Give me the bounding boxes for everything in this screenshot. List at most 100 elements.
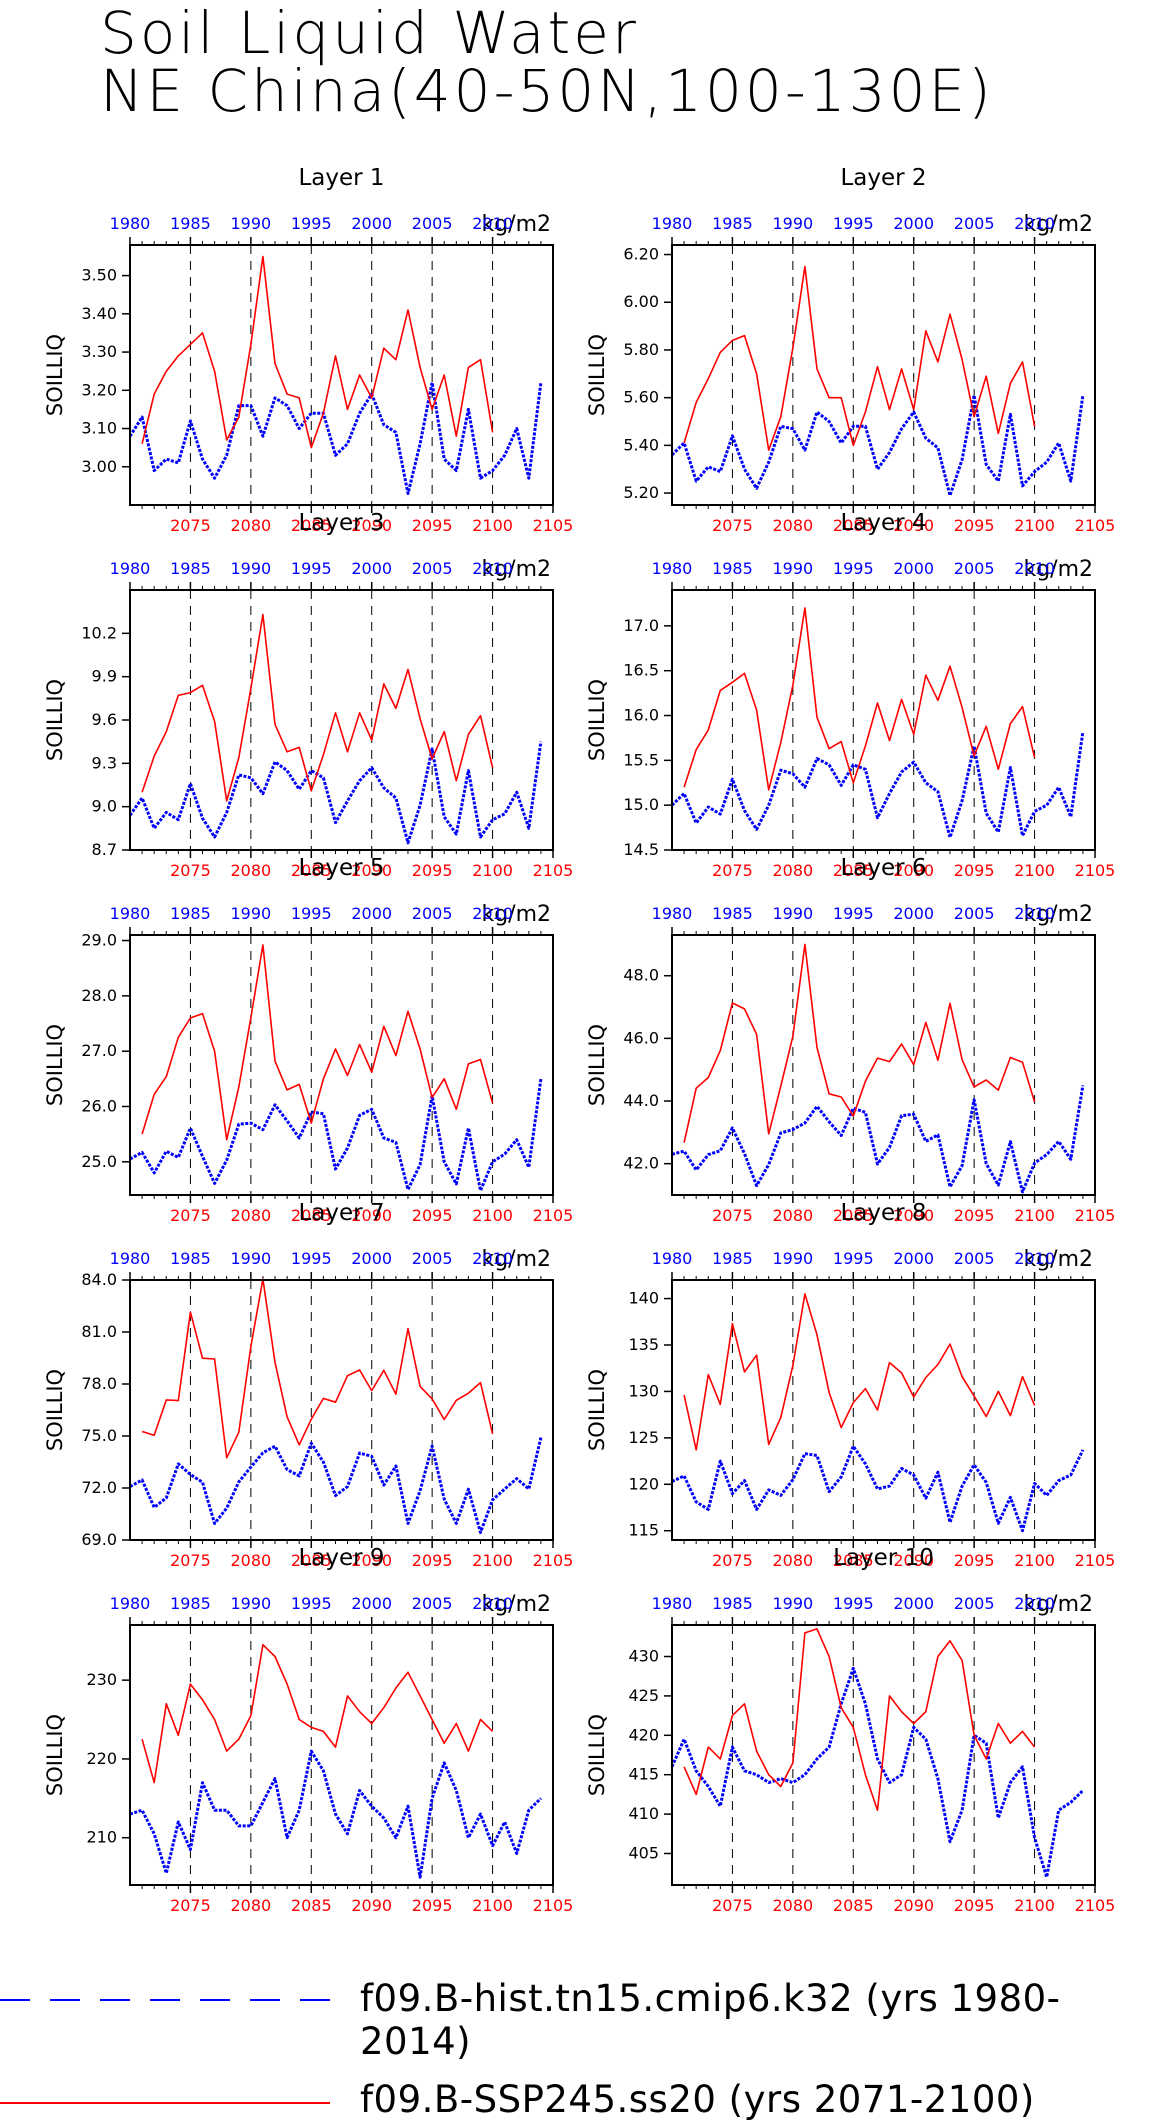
panel7-bottom-tick-label-2100: 2100 <box>472 1551 513 1570</box>
panel1-ytick-label: 3.30 <box>81 342 117 361</box>
panel4-top-tick-label-1990: 1990 <box>772 559 813 578</box>
panel1-ylabel: SOILLIQ <box>43 334 67 416</box>
panel7-bottom-tick-label-2095: 2095 <box>412 1551 453 1570</box>
panel10-bottom-tick-label-2095: 2095 <box>954 1896 995 1915</box>
panel10-top-tick-label-1980: 1980 <box>652 1594 693 1613</box>
panel6-bottom-tick-label-2100: 2100 <box>1014 1206 1055 1225</box>
panel7-title: Layer 7 <box>298 1200 384 1226</box>
panel9-ylabel: SOILLIQ <box>43 1714 67 1796</box>
panel3-hist-series-line <box>128 741 543 845</box>
panel6-bottom-tick-label-2090: 2090 <box>893 1206 934 1225</box>
panel10-bottom-tick-label-2090: 2090 <box>893 1896 934 1915</box>
panel8-title: Layer 8 <box>840 1200 926 1226</box>
panel10-ytick-label: 425 <box>628 1686 659 1705</box>
panel6-ytick-label: 42.0 <box>623 1154 659 1173</box>
panel8-bottom-tick-label-2105: 2105 <box>1075 1551 1116 1570</box>
panel1-bottom-tick-label-2095: 2095 <box>412 516 453 535</box>
panel4-ytick-label: 14.5 <box>623 840 659 859</box>
panel8-bottom-tick-label-2090: 2090 <box>893 1551 934 1570</box>
panel9-bottom-tick-label-2090: 2090 <box>351 1896 392 1915</box>
panel8-ytick-label: 125 <box>628 1428 659 1447</box>
panel2-ytick-label: 5.20 <box>623 483 659 502</box>
panel1-bottom-tick-label-2085: 2085 <box>291 516 332 535</box>
panel3-ytick-label: 9.3 <box>92 753 117 772</box>
panel10-ytick-label: 410 <box>628 1804 659 1823</box>
panel10-title: Layer 10 <box>833 1545 934 1571</box>
panel8-ytick-label: 140 <box>628 1289 659 1308</box>
panel3-top-tick-label-1985: 1985 <box>170 559 211 578</box>
panel10-top-tick-label-1985: 1985 <box>712 1594 753 1613</box>
panel5-frame <box>129 934 554 1196</box>
panel3-frame <box>129 589 554 851</box>
panel6-bottom-tick-label-2080: 2080 <box>772 1206 813 1225</box>
panel1-top-tick-label-1980: 1980 <box>110 214 151 233</box>
panel6-hist-series-line <box>671 1085 1085 1194</box>
panel10-ytick-label: 415 <box>628 1765 659 1784</box>
panel10-top-tick-label-1990: 1990 <box>772 1594 813 1613</box>
panel6-top-tick-label-1980: 1980 <box>652 904 693 923</box>
panel8-top-tick-label-2005: 2005 <box>954 1249 995 1268</box>
panel7-bottom-tick-label-2075: 2075 <box>170 1551 211 1570</box>
panel9-ytick-label: 220 <box>86 1749 117 1768</box>
panel10-hist-series-line <box>670 1666 1084 1879</box>
panel3-bottom-tick-label-2105: 2105 <box>533 861 574 880</box>
panel4-top-tick-label-1995: 1995 <box>833 559 874 578</box>
panel3-ytick-label: 9.6 <box>92 710 117 729</box>
panel10-ytick-label: 430 <box>628 1647 659 1666</box>
panel2-units-label: kg/m2 <box>1023 212 1093 237</box>
panel6-ytick-label: 46.0 <box>623 1028 659 1047</box>
panel2-title: Layer 2 <box>840 165 926 191</box>
panel5-ytick-label: 25.0 <box>81 1152 117 1171</box>
panel8-bottom-tick-label-2080: 2080 <box>772 1551 813 1570</box>
panel7-top-tick-label-1995: 1995 <box>291 1249 332 1268</box>
panel6-bottom-tick-label-2095: 2095 <box>954 1206 995 1225</box>
panel2-ylabel: SOILLIQ <box>585 334 609 416</box>
panel10-top-tick-label-2005: 2005 <box>954 1594 995 1613</box>
panel1-ssp-series-line <box>141 255 494 449</box>
panel5-hist-series-line <box>129 1078 543 1193</box>
panel5-top-tick-label-2010: 2010 <box>472 904 513 923</box>
panel3-ssp-series-line <box>141 613 494 802</box>
panel10-top-tick-label-2010: 2010 <box>1014 1594 1055 1613</box>
panel10-ylabel: SOILLIQ <box>585 1714 609 1796</box>
panel4-top-tick-label-1980: 1980 <box>652 559 693 578</box>
panel9-units-label: kg/m2 <box>481 1592 551 1617</box>
panel2-ssp-series-line <box>683 265 1036 451</box>
panel3-top-tick-label-1990: 1990 <box>230 559 271 578</box>
panel9-bottom-tick-label-2105: 2105 <box>533 1896 574 1915</box>
panel1-ytick-label: 3.50 <box>81 266 117 285</box>
panel10-ytick-label: 405 <box>628 1843 659 1862</box>
legend-ssp-label: f09.B-SSP245.ss20 (yrs 2071-2100) <box>360 2078 1035 2121</box>
panel2-top-tick-label-1990: 1990 <box>772 214 813 233</box>
panel6-title: Layer 6 <box>840 855 926 881</box>
panel8-units-label: kg/m2 <box>1023 1247 1093 1272</box>
panel6-bottom-tick-label-2075: 2075 <box>712 1206 753 1225</box>
panel1-bottom-tick-label-2080: 2080 <box>230 516 271 535</box>
panel4-ssp-series-line <box>683 607 1036 791</box>
panel10-bottom-tick-label-2080: 2080 <box>772 1896 813 1915</box>
legend-lines <box>0 1999 330 2104</box>
panel4-bottom-tick-label-2100: 2100 <box>1014 861 1055 880</box>
panel1-bottom-tick-label-2075: 2075 <box>170 516 211 535</box>
panel5-bottom-tick-label-2095: 2095 <box>412 1206 453 1225</box>
panel10-ytick-label: 420 <box>628 1725 659 1744</box>
panel7-top-tick-label-1980: 1980 <box>110 1249 151 1268</box>
panel1-top-tick-label-2010: 2010 <box>472 214 513 233</box>
panel7-bottom-tick-label-2080: 2080 <box>230 1551 271 1570</box>
panel10-top-tick-label-2000: 2000 <box>893 1594 934 1613</box>
panel1-units-label: kg/m2 <box>481 212 551 237</box>
panel10-bottom-tick-label-2100: 2100 <box>1014 1896 1055 1915</box>
panel9-ytick-label: 230 <box>86 1670 117 1689</box>
panel2-bottom-tick-label-2075: 2075 <box>712 516 753 535</box>
panel3-ytick-label: 9.0 <box>92 797 117 816</box>
panel7-ytick-label: 69.0 <box>81 1530 117 1549</box>
panel4-bottom-tick-label-2080: 2080 <box>772 861 813 880</box>
panel3-bottom-tick-label-2075: 2075 <box>170 861 211 880</box>
panel4-top-tick-label-2000: 2000 <box>893 559 934 578</box>
panel6-frame <box>671 934 1096 1196</box>
panel8-top-tick-label-1990: 1990 <box>772 1249 813 1268</box>
panel8-hist-series-line <box>671 1444 1085 1533</box>
panel1-top-tick-label-1985: 1985 <box>170 214 211 233</box>
panel7-bottom-tick-label-2090: 2090 <box>351 1551 392 1570</box>
panel1-top-tick-label-2000: 2000 <box>351 214 392 233</box>
